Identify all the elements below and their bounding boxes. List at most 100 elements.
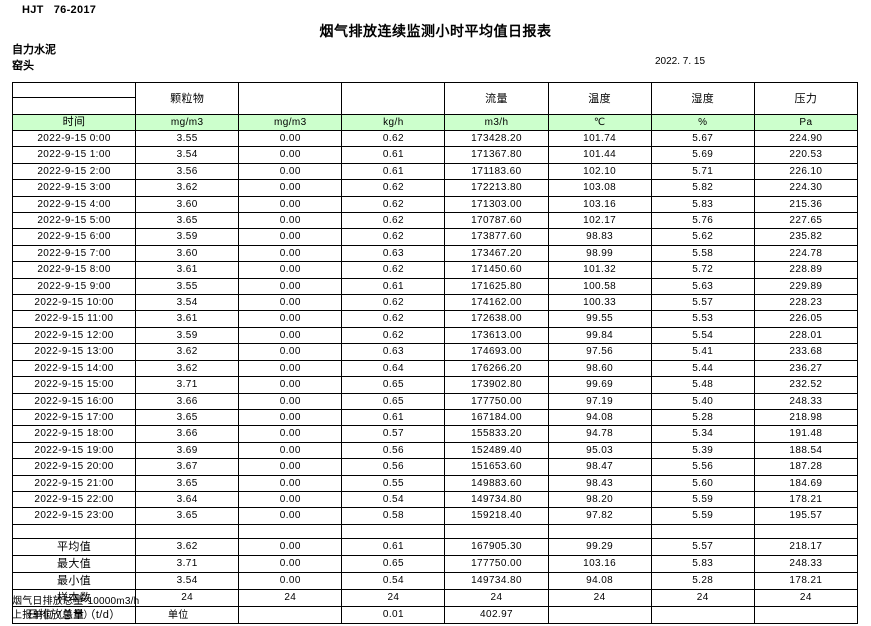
cell-5: 94.78 — [547, 425, 652, 443]
cell-1: 3.55 — [135, 129, 240, 148]
cell-7: 178.21 — [753, 490, 859, 509]
cell-2: 0.00 — [238, 490, 343, 509]
summary-cell-3: 0.54 — [341, 571, 446, 590]
cell-3: 0.62 — [341, 179, 446, 197]
summary-row: 日排放总量（t/d） 0.01 402.97 — [11, 605, 859, 624]
table-row: 2022-9-15 21:00 3.65 0.00 0.55 149883.60 98.4… — [11, 474, 859, 492]
cell-5: 101.44 — [547, 146, 652, 164]
cell-1: 3.61 — [135, 310, 240, 328]
summary-cell-6: 5.28 — [650, 571, 755, 590]
cell-0: 2022-9-15 6:00 — [11, 228, 137, 246]
header-param-7: 压力 — [753, 82, 859, 115]
outlet-name: 窑头 — [12, 60, 34, 72]
cell-2: 0.00 — [238, 507, 343, 525]
cell-5: 95.03 — [547, 441, 652, 460]
cell-7: 215.36 — [753, 195, 859, 214]
cell-6: 5.76 — [650, 212, 755, 230]
table-row: 2022-9-15 23:00 3.65 0.00 0.58 159218.40 97.8… — [11, 507, 859, 525]
cell-4: 173902.80 — [444, 376, 549, 394]
cell-0: 2022-9-15 8:00 — [11, 261, 137, 279]
cell-2: 0.00 — [238, 162, 343, 181]
cell-2: 0.00 — [238, 376, 343, 394]
header-unit-5: ℃ — [547, 114, 652, 131]
cell-4: 149883.60 — [444, 474, 549, 492]
cell-2: 0.00 — [238, 195, 343, 214]
table-row: 2022-9-15 7:00 3.60 0.00 0.63 173467.20 98.99… — [11, 244, 859, 263]
summary-cell-3: 0.01 — [341, 605, 446, 624]
cell-3: 0.62 — [341, 261, 446, 279]
summary-cell-4: 149734.80 — [444, 571, 549, 590]
cell-5: 100.58 — [547, 277, 652, 296]
cell-3: 0.63 — [341, 343, 446, 361]
cell-6: 5.57 — [650, 294, 755, 312]
summary-cell-7: 178.21 — [753, 571, 859, 590]
header-unit-7: Pa — [753, 114, 859, 131]
gap-cell — [547, 523, 652, 539]
company-name: 自力水泥 — [12, 44, 56, 56]
header-unit-4: m3/h — [444, 114, 549, 131]
cell-4: 167184.00 — [444, 408, 549, 427]
cell-2: 0.00 — [238, 310, 343, 328]
cell-1: 3.65 — [135, 507, 240, 525]
cell-1: 3.59 — [135, 326, 240, 345]
header-param-4: 流量 — [444, 82, 549, 115]
reporter-unit: 单位 — [168, 610, 189, 621]
cell-2: 0.00 — [238, 129, 343, 148]
cell-5: 98.43 — [547, 474, 652, 492]
cell-2: 0.00 — [238, 408, 343, 427]
cell-1: 3.67 — [135, 458, 240, 476]
cell-3: 0.64 — [341, 359, 446, 378]
cell-1: 3.59 — [135, 228, 240, 246]
cell-6: 5.40 — [650, 392, 755, 410]
cell-6: 5.59 — [650, 507, 755, 525]
cell-4: 171625.80 — [444, 277, 549, 296]
cell-4: 149734.80 — [444, 490, 549, 509]
cell-5: 100.33 — [547, 294, 652, 312]
cell-6: 5.39 — [650, 441, 755, 460]
cell-7: 226.05 — [753, 310, 859, 328]
cell-4: 173613.00 — [444, 326, 549, 345]
cell-3: 0.61 — [341, 162, 446, 181]
cell-5: 99.84 — [547, 326, 652, 345]
cell-0: 2022-9-15 16:00 — [11, 392, 137, 410]
cell-1: 3.65 — [135, 408, 240, 427]
header-unit-0: 时间 — [11, 114, 137, 131]
cell-6: 5.58 — [650, 244, 755, 263]
summary-cell-2: 0.00 — [238, 537, 343, 556]
table-row: 2022-9-15 0:00 3.55 0.00 0.62 173428.20 101.7… — [11, 129, 859, 148]
cell-3: 0.56 — [341, 458, 446, 476]
cell-3: 0.62 — [341, 310, 446, 328]
cell-2: 0.00 — [238, 244, 343, 263]
cell-1: 3.61 — [135, 261, 240, 279]
header-param-2 — [238, 82, 343, 115]
cell-2: 0.00 — [238, 458, 343, 476]
header-blank-cell — [11, 82, 137, 98]
cell-2: 0.00 — [238, 228, 343, 246]
table-row: 2022-9-15 19:00 3.69 0.00 0.56 152489.40 95.0… — [11, 441, 859, 460]
cell-3: 0.57 — [341, 425, 446, 443]
summary-cell-2: 0.00 — [238, 554, 343, 573]
cell-2: 0.00 — [238, 326, 343, 345]
cell-7: 228.89 — [753, 261, 859, 279]
cell-4: 155833.20 — [444, 425, 549, 443]
cell-7: 229.89 — [753, 277, 859, 296]
header-unit-3: kg/h — [341, 114, 446, 131]
cell-7: 235.82 — [753, 228, 859, 246]
header-unit-1: mg/m3 — [135, 114, 240, 131]
cell-1: 3.69 — [135, 441, 240, 460]
cell-6: 5.72 — [650, 261, 755, 279]
cell-5: 98.20 — [547, 490, 652, 509]
cell-7: 187.28 — [753, 458, 859, 476]
cell-5: 94.08 — [547, 408, 652, 427]
summary-cell-1: 3.62 — [135, 537, 240, 556]
summary-row: 平均值 3.62 0.00 0.61 167905.30 99.29 5.57 218.17 — [11, 537, 859, 556]
cell-7: 248.33 — [753, 392, 859, 410]
table-row: 2022-9-15 13:00 3.62 0.00 0.63 174693.00 97.5… — [11, 343, 859, 361]
summary-row: 最小值 3.54 0.00 0.54 149734.80 94.08 5.28 178.21 — [11, 571, 859, 590]
cell-7: 188.54 — [753, 441, 859, 460]
header-param-6: 湿度 — [650, 82, 755, 115]
cell-7: 233.68 — [753, 343, 859, 361]
cell-3: 0.65 — [341, 376, 446, 394]
cell-5: 97.56 — [547, 343, 652, 361]
cell-1: 3.65 — [135, 212, 240, 230]
